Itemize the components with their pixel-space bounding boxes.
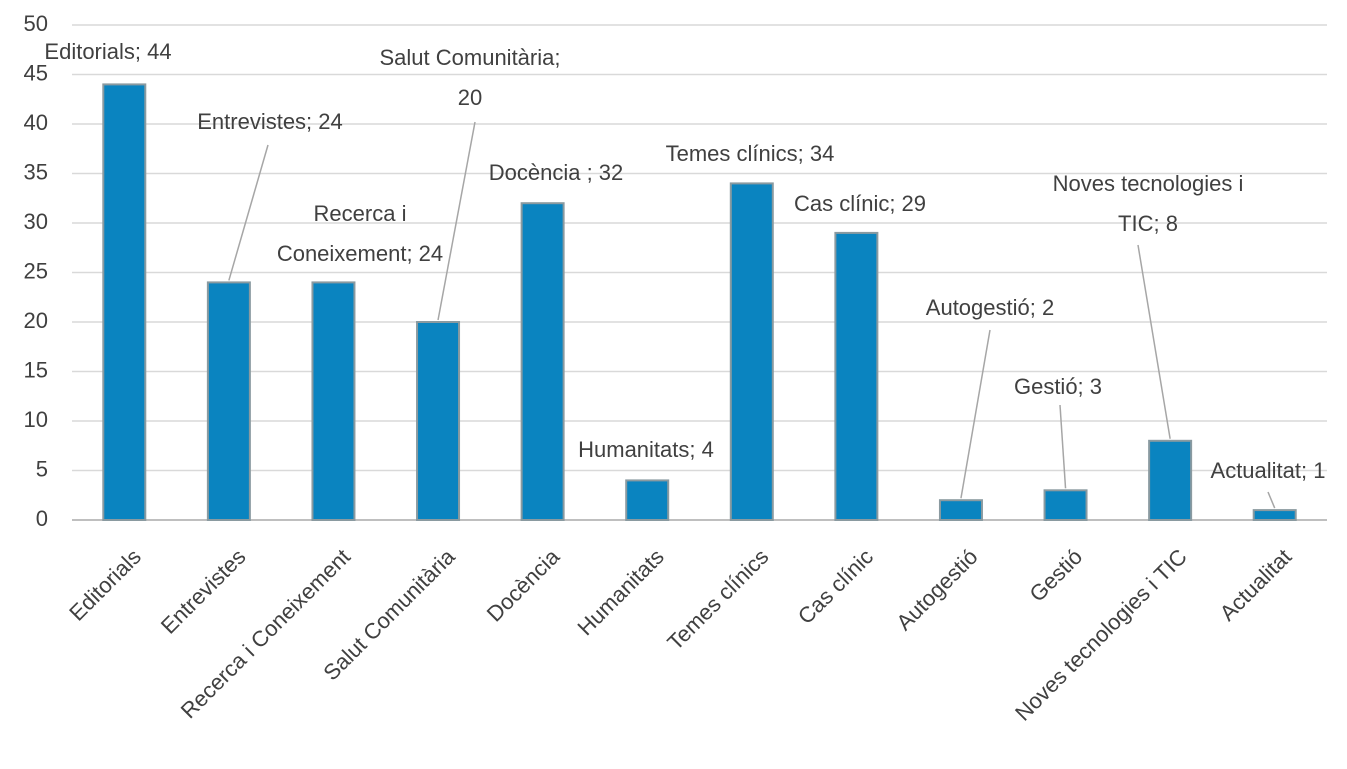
data-label: Autogestió; 2 — [925, 295, 1055, 320]
data-label: Actualitat; 1 — [1210, 458, 1326, 483]
x-tick-label: Temes clínics — [662, 544, 773, 655]
bar — [311, 281, 356, 521]
data-label: Temes clínics; 34 — [665, 141, 835, 166]
x-tick-label: Docència — [482, 543, 565, 626]
y-tick-label: 50 — [24, 11, 48, 36]
y-tick-label: 35 — [24, 159, 48, 184]
x-tick-label: Cas clínic — [793, 544, 878, 629]
x-tick-label: Recerca i Coneixement — [176, 544, 355, 723]
bar — [1043, 489, 1088, 521]
y-tick-label: 30 — [24, 209, 48, 234]
data-label: Cas clínic; 29 — [793, 191, 927, 216]
bar — [1252, 509, 1297, 522]
bar — [520, 202, 565, 521]
x-tick-label: Humanitats — [572, 544, 668, 640]
data-label: Docència ; 32 — [488, 160, 624, 185]
leader-line — [228, 144, 269, 281]
data-label: Recerca i Coneixement; 24 — [276, 201, 444, 266]
leader-line — [1059, 404, 1067, 489]
y-tick-label: 45 — [24, 60, 48, 85]
x-tick-label: Gestió — [1025, 544, 1088, 607]
leader-line — [1267, 491, 1276, 509]
bar — [834, 231, 879, 521]
bar — [102, 83, 147, 522]
y-tick-label: 10 — [24, 407, 48, 432]
data-label: Entrevistes; 24 — [197, 109, 343, 134]
data-label: Noves tecnologies i TIC; 8 — [1052, 171, 1244, 236]
x-tick-label: Noves tecnologies i TIC — [1010, 544, 1192, 726]
data-label: Humanitats; 4 — [578, 437, 714, 462]
bar — [1148, 439, 1193, 521]
bar — [729, 182, 774, 521]
data-label: Salut Comunitària; 20 — [379, 45, 561, 110]
leader-line — [1137, 244, 1171, 439]
y-tick-label: 5 — [36, 456, 48, 481]
bar — [938, 499, 983, 522]
x-tick-label: Actualitat — [1215, 544, 1297, 626]
data-label: Gestió; 3 — [1013, 374, 1103, 399]
x-tick-label: Autogestió — [891, 544, 982, 635]
bar — [416, 321, 461, 521]
leader-line — [437, 121, 476, 321]
leader-line — [960, 329, 991, 499]
y-tick-label: 0 — [36, 506, 48, 531]
bar — [206, 281, 251, 521]
y-tick-label: 40 — [24, 110, 48, 135]
y-tick-label: 25 — [24, 258, 48, 283]
x-tick-label: Entrevistes — [156, 544, 251, 639]
bar — [625, 479, 670, 521]
y-tick-label: 20 — [24, 308, 48, 333]
y-tick-label: 15 — [24, 357, 48, 382]
x-tick-label: Editorials — [64, 544, 146, 626]
data-label: Editorials; 44 — [44, 39, 172, 64]
